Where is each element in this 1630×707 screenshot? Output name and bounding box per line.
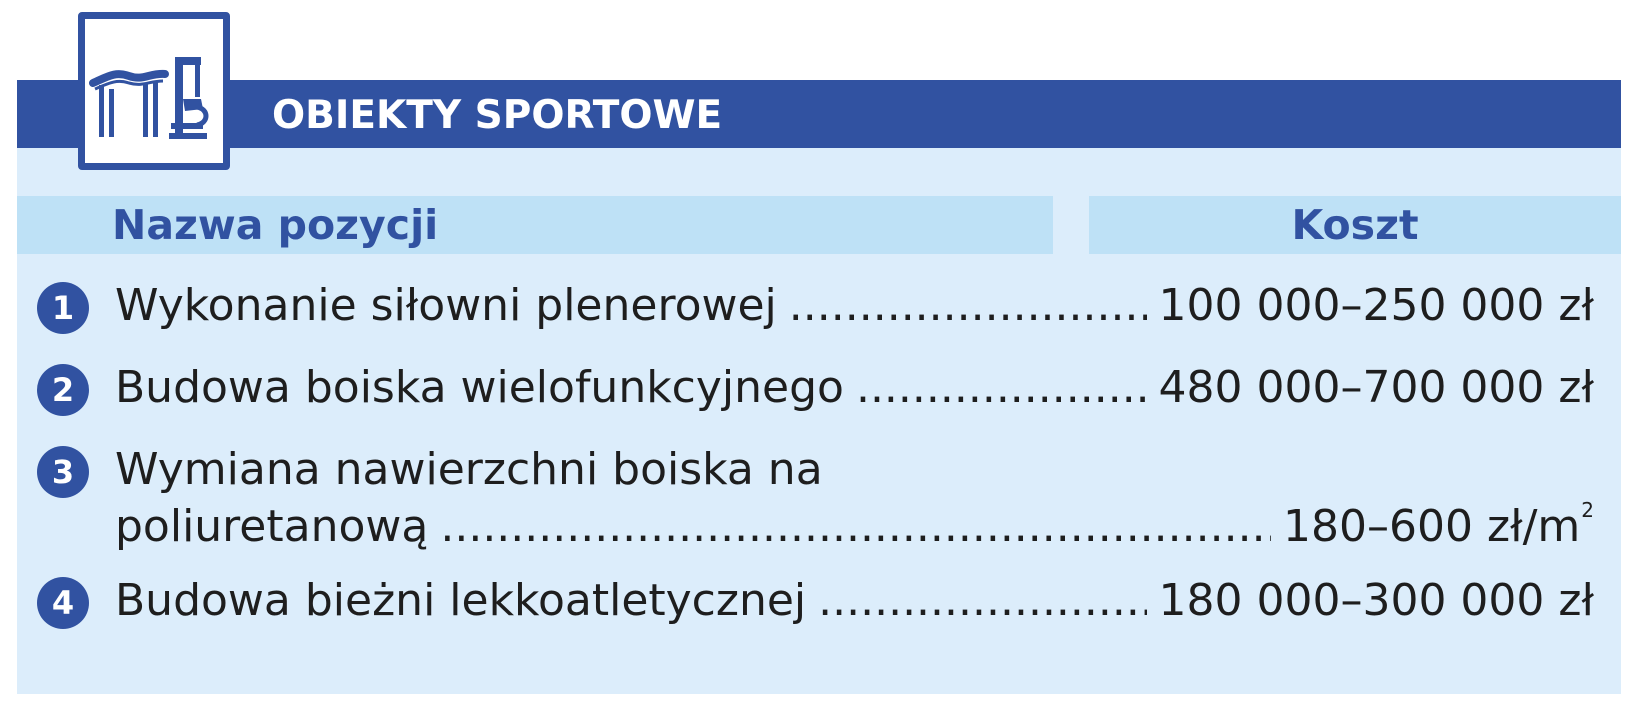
row-item-cost-superscript: 2 <box>1581 498 1594 522</box>
row-item-cost-value: 180–600 zł/m <box>1283 501 1581 552</box>
column-header-cost-label: Koszt <box>1291 201 1419 249</box>
dot-leader <box>818 575 1146 626</box>
column-header-cost: Koszt <box>1089 196 1621 254</box>
row-item-cost: 180 000–300 000 zł <box>1158 575 1595 626</box>
row-number-badge: 1 <box>37 282 89 334</box>
section-header-bar <box>17 80 1621 148</box>
section-title: OBIEKTY SPORTOWE <box>272 93 723 138</box>
row-item-cost: 480 000–700 000 zł <box>1158 362 1595 413</box>
row-item-cost: 100 000–250 000 zł <box>1158 280 1595 331</box>
column-header-name-label: Nazwa pozycji <box>112 201 439 249</box>
row-number-badge: 4 <box>37 577 89 629</box>
row-item-name-line1: Wymiana nawierzchni boiska na <box>115 444 823 495</box>
outdoor-gym-icon <box>89 57 209 139</box>
dot-leader <box>856 362 1147 413</box>
row-item-name: Budowa boiska wielofunkcyjnego <box>115 362 844 413</box>
row-item-name: Wykonanie siłowni plenerowej <box>115 280 777 331</box>
row-number-badge: 3 <box>37 446 89 498</box>
row-number-badge: 2 <box>37 364 89 416</box>
dot-leader <box>789 280 1147 331</box>
section-icon-frame <box>78 12 230 170</box>
row-item-name: Budowa bieżni lekkoatletycznej <box>115 575 807 626</box>
column-header-name: Nazwa pozycji <box>17 196 1053 254</box>
row-item-name-line2: poliuretanową <box>115 501 429 552</box>
row-item-cost: 180–600 zł/m2 <box>1283 498 1594 552</box>
dot-leader <box>440 501 1271 552</box>
